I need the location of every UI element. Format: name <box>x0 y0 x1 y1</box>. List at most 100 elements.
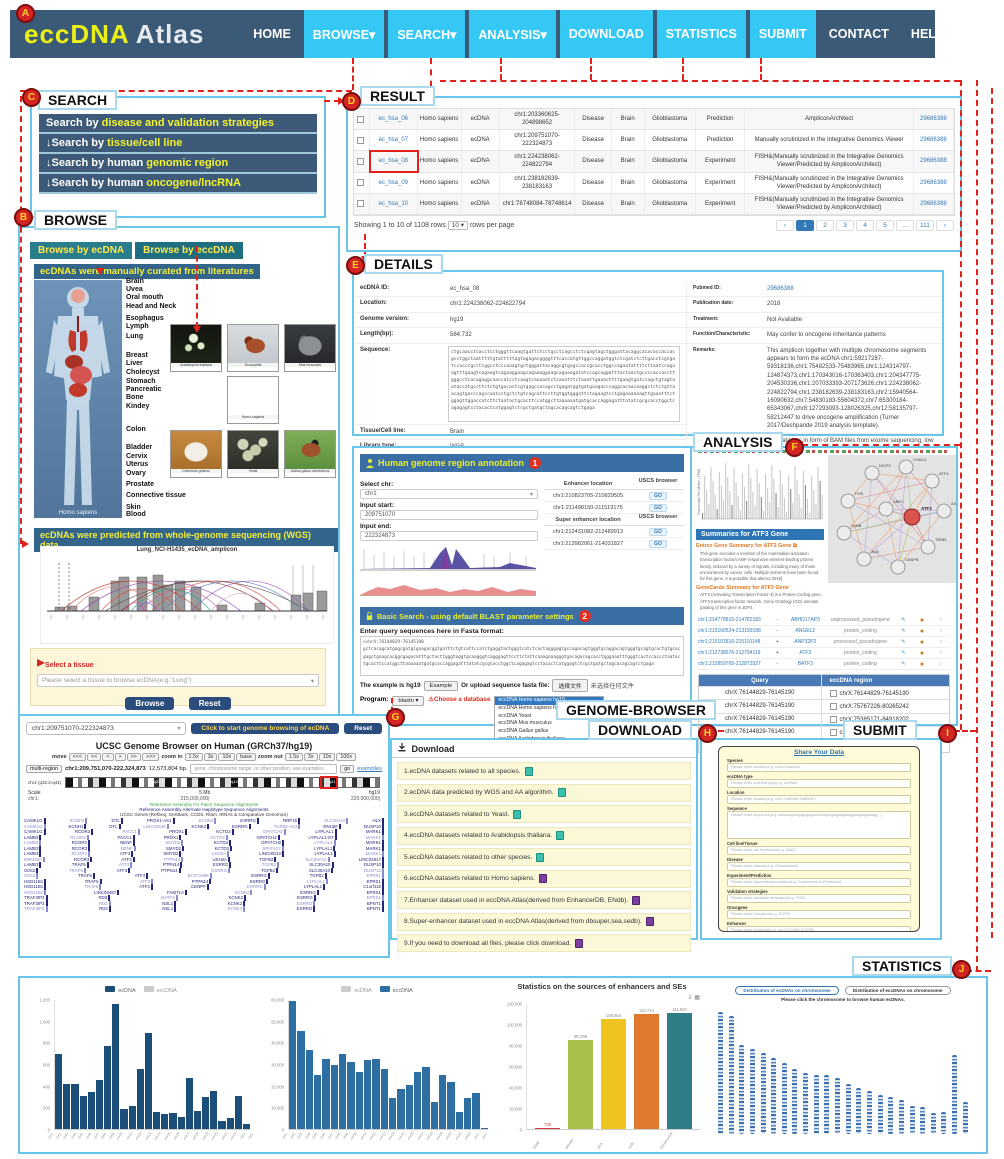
gene-label[interactable]: ESRRG <box>300 889 319 895</box>
gene-label[interactable]: RRP15 <box>283 818 301 824</box>
start-input[interactable]: 209751070 <box>360 510 538 520</box>
download-item[interactable]: 2.ecDNA data predicted by WGS and AA alg… <box>397 783 691 802</box>
gene-label[interactable]: ESRRG <box>213 862 232 868</box>
download-item[interactable]: 9.If you need to download all files, ple… <box>397 934 691 952</box>
gene-label[interactable]: HSD11B1 <box>24 889 47 895</box>
chromosome-bar[interactable] <box>792 1069 798 1134</box>
gene-label[interactable]: BC071896 <box>188 873 212 879</box>
gene-label[interactable]: DUSP10 <box>364 862 384 868</box>
organ-label[interactable]: Liver <box>126 360 143 367</box>
species-tile[interactable]: Drosophila <box>227 324 279 372</box>
result-row[interactable]: ec_hsa_09 Homo sapiens ecDNA chr1:238182… <box>354 172 954 194</box>
gene-label[interactable]: SMYD2 <box>166 845 185 851</box>
gene-label[interactable]: ATF3 <box>140 878 154 884</box>
organ-label[interactable]: Kindey <box>126 403 150 410</box>
chromosome-bar[interactable] <box>898 1099 904 1134</box>
gene-label[interactable]: LINC00538 <box>143 823 169 829</box>
legend-item[interactable]: ecDNA <box>341 986 372 994</box>
page-button[interactable]: 3 <box>836 219 854 231</box>
gene-label[interactable]: TRAF3IP3 <box>24 895 48 901</box>
nav-item[interactable]: STATISTICS <box>656 10 746 58</box>
chromosome-bar[interactable] <box>749 1048 755 1134</box>
search-menu-item[interactable]: ↓Search by human genomic region <box>39 154 317 174</box>
download-item[interactable]: 3.eccDNA datasets related to Yeast. <box>397 805 691 823</box>
position-search-input[interactable]: gene, chromosome range, or other positio… <box>190 764 338 774</box>
ecdna-id-link[interactable]: ec_hsa_09 <box>370 172 418 193</box>
gene-label[interactable]: SPATA17 <box>262 845 284 851</box>
gene-label[interactable]: ATF3 <box>121 856 135 862</box>
gene-label[interactable]: TRAF5 <box>78 873 95 879</box>
result-row[interactable]: ec_hsa_10 Homo sapiens ecDNA chr1:787480… <box>354 193 954 215</box>
gene-label[interactable]: CAMK1G <box>24 818 46 824</box>
chromosome-bar[interactable] <box>760 1053 766 1134</box>
edit-icon[interactable]: ✎ <box>901 639 906 646</box>
chromosome-bar[interactable] <box>856 1087 862 1134</box>
organ-label[interactable]: Oral mouth <box>126 294 164 301</box>
file-icon[interactable] <box>645 917 654 926</box>
gene-label[interactable]: CENPF <box>191 884 209 890</box>
gene-label[interactable]: DUSP10 <box>364 867 384 873</box>
page-size-select[interactable]: 10 ▾ <box>447 221 468 231</box>
database-option[interactable]: eccDNA Yeast <box>498 712 532 719</box>
gene-label[interactable]: GPATCH2 <box>263 829 287 835</box>
gb-reset-button[interactable]: Reset <box>344 723 382 734</box>
gene-label[interactable]: ESRRG <box>297 895 316 901</box>
page-button[interactable]: 4 <box>856 219 874 231</box>
chart2-legend[interactable]: ecDNA eccDNA <box>264 986 490 994</box>
gene-label[interactable]: MARK1 <box>366 829 384 835</box>
gene-label[interactable]: LYPLAL1 <box>314 840 336 846</box>
ucsc-go-link[interactable]: GO <box>649 527 667 536</box>
gene-label[interactable]: LYPLAL1 <box>307 878 329 884</box>
browse-button[interactable]: Browse <box>125 697 175 710</box>
example-button[interactable]: Example <box>423 680 459 691</box>
gene-label[interactable]: KCNK2 <box>235 889 253 895</box>
gene-label[interactable]: NSL1 <box>162 906 177 912</box>
gene-label[interactable]: ATF3 <box>139 884 153 890</box>
gene-label[interactable]: MARK1 <box>366 851 384 857</box>
status-dot-icon[interactable]: ● <box>919 649 925 657</box>
nav-item[interactable]: HELP <box>910 27 945 41</box>
organ-label[interactable]: Breast <box>126 352 148 359</box>
gene-label[interactable]: PTPN14 <box>163 862 183 868</box>
zoom-in-button[interactable]: base <box>236 753 256 761</box>
gene-label[interactable]: HLX <box>372 818 384 824</box>
organ-label[interactable]: Head and Neck <box>126 303 177 310</box>
gene-label[interactable]: DTL <box>112 818 123 824</box>
file-icon[interactable] <box>632 895 641 905</box>
chromosome-bar[interactable] <box>771 1058 777 1134</box>
organ-label[interactable]: Colon <box>126 426 146 433</box>
gene-label[interactable]: RD3 <box>99 900 111 906</box>
organ-label[interactable]: Connective tissue <box>126 492 186 499</box>
file-icon[interactable] <box>513 809 522 819</box>
file-icon[interactable] <box>575 938 584 948</box>
nav-item[interactable]: BROWSE▾ <box>303 10 385 58</box>
ucsc-go-link[interactable]: GO <box>649 491 667 500</box>
program-select[interactable]: blastn ▾ <box>392 696 425 706</box>
gene-track-grid[interactable]: CAMK1G KCNH1 DTL PROX1-AS1 KCNK2 ESRRG RRP15 SL… <box>24 818 384 912</box>
species-tile[interactable]: Yeast <box>227 430 279 478</box>
choose-file-button[interactable]: 选择文件 <box>552 679 588 692</box>
gene-label[interactable]: USH2A <box>212 851 230 857</box>
species-tile[interactable]: Mus musculus <box>284 324 336 372</box>
chromosome-bar[interactable] <box>813 1075 819 1134</box>
gene-label[interactable]: LYPLAL1-DT <box>308 834 338 840</box>
row-checkbox[interactable] <box>354 130 371 151</box>
chart1-legend[interactable]: ecDNA eccDNA <box>30 986 252 994</box>
star-icon[interactable]: ☆ <box>938 639 943 646</box>
zoom-in-button[interactable]: 3x <box>203 753 218 761</box>
species-tile[interactable]: Cricetulus griseus <box>170 430 222 478</box>
page-button[interactable]: 1 <box>796 219 814 231</box>
gene-label[interactable]: ATF3 <box>120 851 134 857</box>
gene-label[interactable]: BPNT1 <box>367 906 384 912</box>
row-checkbox[interactable] <box>354 151 371 172</box>
page-button[interactable]: 111 <box>916 219 934 231</box>
ucsc-go-link[interactable]: GO <box>649 539 667 548</box>
submit-input[interactable]: Please enter enhancer(e.g. chr1:123456-1… <box>727 926 911 931</box>
sequence-box[interactable]: ctgcaacctcacctcctgggttcaagtgattctcctgcct… <box>448 345 680 422</box>
organ-label[interactable]: Bladder <box>126 444 153 451</box>
gene-label[interactable]: ESRRG <box>232 823 251 829</box>
status-dot-icon[interactable]: ● <box>919 616 925 624</box>
file-icon[interactable] <box>536 852 545 862</box>
submit-input[interactable]: Please enter oncogene(e.g. EGFR) <box>727 910 911 919</box>
gene-label[interactable]: CAMK1G <box>24 829 46 835</box>
